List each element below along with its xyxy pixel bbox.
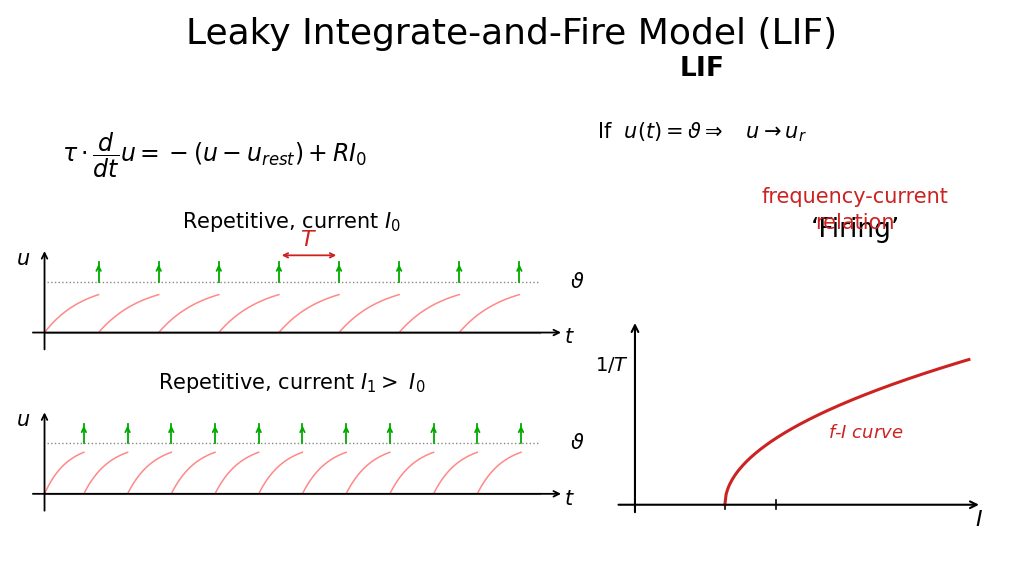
Text: Repetitive, current $I_1$$>$ $I_0$: Repetitive, current $I_1$$>$ $I_0$	[158, 370, 426, 395]
Text: ‘Firing’: ‘Firing’	[810, 217, 900, 244]
Text: frequency-current
relation: frequency-current relation	[762, 187, 948, 233]
Text: $f$-$I$ curve: $f$-$I$ curve	[828, 424, 904, 442]
Text: $t$: $t$	[564, 489, 575, 509]
Text: $\vartheta$: $\vartheta$	[569, 272, 584, 292]
Text: $I$: $I$	[975, 510, 982, 530]
Text: $\vartheta$: $\vartheta$	[569, 433, 584, 453]
Text: $u$: $u$	[15, 249, 30, 269]
Text: $1/T$: $1/T$	[595, 355, 630, 374]
Text: $\mathbf{LIF}$: $\mathbf{LIF}$	[679, 56, 724, 82]
Text: $t$: $t$	[564, 328, 575, 347]
Text: Repetitive, current $I_0$: Repetitive, current $I_0$	[182, 210, 401, 234]
Text: Leaky Integrate-and-Fire Model (LIF): Leaky Integrate-and-Fire Model (LIF)	[186, 17, 838, 51]
Text: $u$: $u$	[15, 410, 30, 430]
Text: $\tau \cdot \dfrac{d}{dt}u = -(u - u_{rest}) + RI_0$: $\tau \cdot \dfrac{d}{dt}u = -(u - u_{re…	[62, 131, 368, 180]
Text: $T$: $T$	[300, 230, 317, 251]
Text: If  $u(t) = \vartheta \Rightarrow \quad u \rightarrow u_r$: If $u(t) = \vartheta \Rightarrow \quad u…	[597, 121, 806, 144]
